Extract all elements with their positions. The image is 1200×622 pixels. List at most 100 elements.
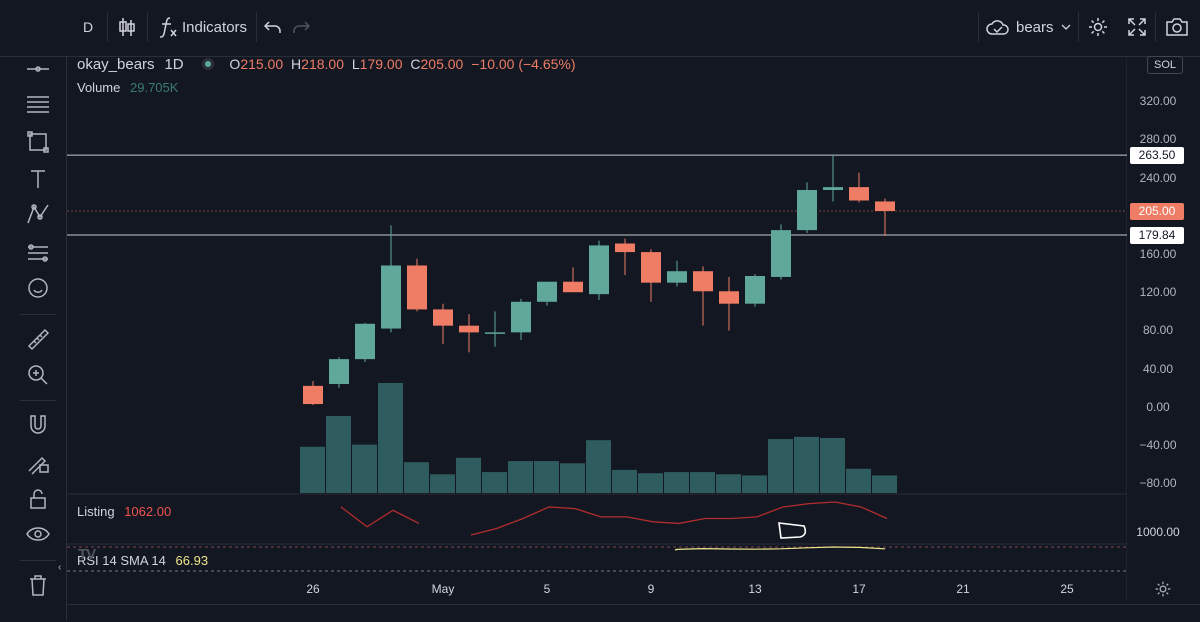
candle-body — [537, 281, 557, 302]
eye-icon[interactable] — [18, 517, 58, 551]
volume-bar — [326, 416, 351, 493]
trend-line-icon[interactable] — [18, 52, 58, 86]
function-icon[interactable] — [155, 10, 183, 44]
trash-icon[interactable] — [18, 568, 58, 602]
price-tick-label: 40.00 — [1142, 361, 1174, 376]
listing-label: Listing — [77, 504, 115, 519]
volume-bar — [586, 440, 611, 493]
annotation-shape — [778, 522, 807, 539]
axis-settings-icon[interactable] — [1154, 580, 1174, 600]
rectangle-icon[interactable] — [18, 125, 58, 159]
date-tick-label: 21 — [956, 582, 970, 596]
date-tick-label: 25 — [1060, 582, 1074, 596]
candle-body — [433, 309, 453, 326]
price-tick-label: −40.00 — [1139, 438, 1177, 453]
symbol-legend: okay_bears 1D O215.00 H218.00 L179.00 C2… — [77, 56, 576, 73]
candles-icon[interactable] — [112, 10, 142, 44]
interval-button[interactable]: D — [82, 19, 94, 35]
undo-icon[interactable] — [262, 10, 284, 44]
rsi-label: RSI 14 SMA 14 — [77, 553, 166, 568]
emoji-icon[interactable] — [18, 271, 58, 305]
volume-bar — [768, 439, 793, 493]
close-value: 205.00 — [420, 56, 464, 72]
volume-bar — [508, 461, 533, 493]
top-toolbar: D Indicators bears — [0, 0, 1200, 57]
layout-name[interactable]: bears — [1016, 18, 1054, 36]
candle-body — [303, 385, 323, 405]
market-status-icon[interactable] — [201, 58, 214, 70]
redo-icon[interactable] — [290, 10, 312, 44]
price-tick-label: 280.00 — [1139, 132, 1177, 147]
volume-value: 29.705K — [130, 80, 179, 95]
price-tick-label: 80.00 — [1142, 323, 1174, 338]
low-label: L — [351, 56, 360, 72]
candle-body — [745, 275, 765, 304]
rsi-line — [674, 546, 886, 551]
volume-bar — [690, 472, 715, 493]
listing-legend[interactable]: Listing 1062.00 — [77, 504, 171, 519]
volume-bar — [404, 462, 429, 493]
lock-icon[interactable] — [18, 482, 58, 516]
camera-icon[interactable] — [1163, 10, 1191, 44]
date-tick-label: 17 — [852, 582, 866, 596]
bottom-bar — [67, 604, 1200, 622]
close-label: C — [410, 56, 421, 72]
candle-body — [589, 245, 609, 295]
symbol-name[interactable]: okay_bears — [77, 56, 155, 73]
volume-bar — [872, 475, 897, 493]
candle-body — [719, 291, 739, 304]
rsi-value: 66.93 — [175, 553, 209, 568]
date-tick-label: May — [431, 582, 455, 596]
tradingview-logo: TV — [78, 546, 96, 563]
candle-body — [641, 252, 661, 283]
candle-body — [823, 187, 843, 190]
ruler-icon[interactable] — [18, 322, 58, 356]
price-chart[interactable] — [67, 57, 1127, 601]
volume-bar — [534, 461, 559, 493]
price-tick-label: 240.00 — [1139, 170, 1177, 185]
level-price-tag: 179.84 — [1130, 226, 1184, 244]
prediction-icon[interactable] — [18, 236, 58, 270]
date-tick-label: 9 — [647, 582, 655, 596]
price-tick-label: 160.00 — [1139, 247, 1177, 261]
candle-body — [381, 265, 401, 329]
volume-bar — [378, 383, 403, 493]
zoom-in-icon[interactable] — [18, 358, 58, 392]
candle-body — [355, 323, 375, 360]
date-tick-label: 26 — [306, 582, 320, 596]
candle-body — [329, 359, 349, 384]
price-tick-label: −80.00 — [1139, 476, 1177, 491]
candle-body — [615, 243, 635, 253]
rsi-legend[interactable]: RSI 14 SMA 14 66.93 — [77, 553, 208, 568]
indicators-button[interactable]: Indicators — [182, 18, 248, 36]
candle-body — [849, 187, 869, 201]
volume-legend[interactable]: Volume 29.705K — [77, 80, 178, 95]
last-price-tag: 205.00 — [1130, 202, 1184, 220]
settings-gear-icon[interactable] — [1085, 10, 1111, 44]
magnet-icon[interactable] — [18, 408, 58, 442]
collapse-arrow-icon[interactable]: ‹ — [58, 562, 62, 573]
fib-retracement-icon[interactable] — [18, 87, 58, 121]
high-value: 218.00 — [301, 56, 344, 72]
volume-bar — [430, 474, 455, 493]
candle-body — [485, 332, 505, 334]
candle-body — [875, 201, 895, 212]
volume-bar — [560, 463, 585, 493]
cloud-icon[interactable] — [985, 10, 1011, 44]
chevron-down-icon[interactable] — [1058, 10, 1074, 44]
fullscreen-icon[interactable] — [1124, 10, 1150, 44]
left-toolbar — [0, 0, 67, 621]
price-tick-label: 320.00 — [1139, 94, 1177, 109]
listing-line — [470, 501, 888, 536]
volume-bar — [456, 457, 481, 493]
currency-label[interactable]: SOL — [1147, 56, 1183, 74]
volume-bar — [300, 446, 325, 493]
symbol-interval: 1D — [164, 56, 184, 73]
volume-bar — [742, 475, 767, 493]
candle-body — [797, 189, 817, 231]
text-icon[interactable] — [18, 162, 58, 196]
candle-body — [511, 301, 531, 333]
pattern-icon[interactable] — [18, 197, 58, 231]
volume-bar — [820, 438, 845, 493]
lock-drawing-icon[interactable] — [18, 445, 58, 479]
